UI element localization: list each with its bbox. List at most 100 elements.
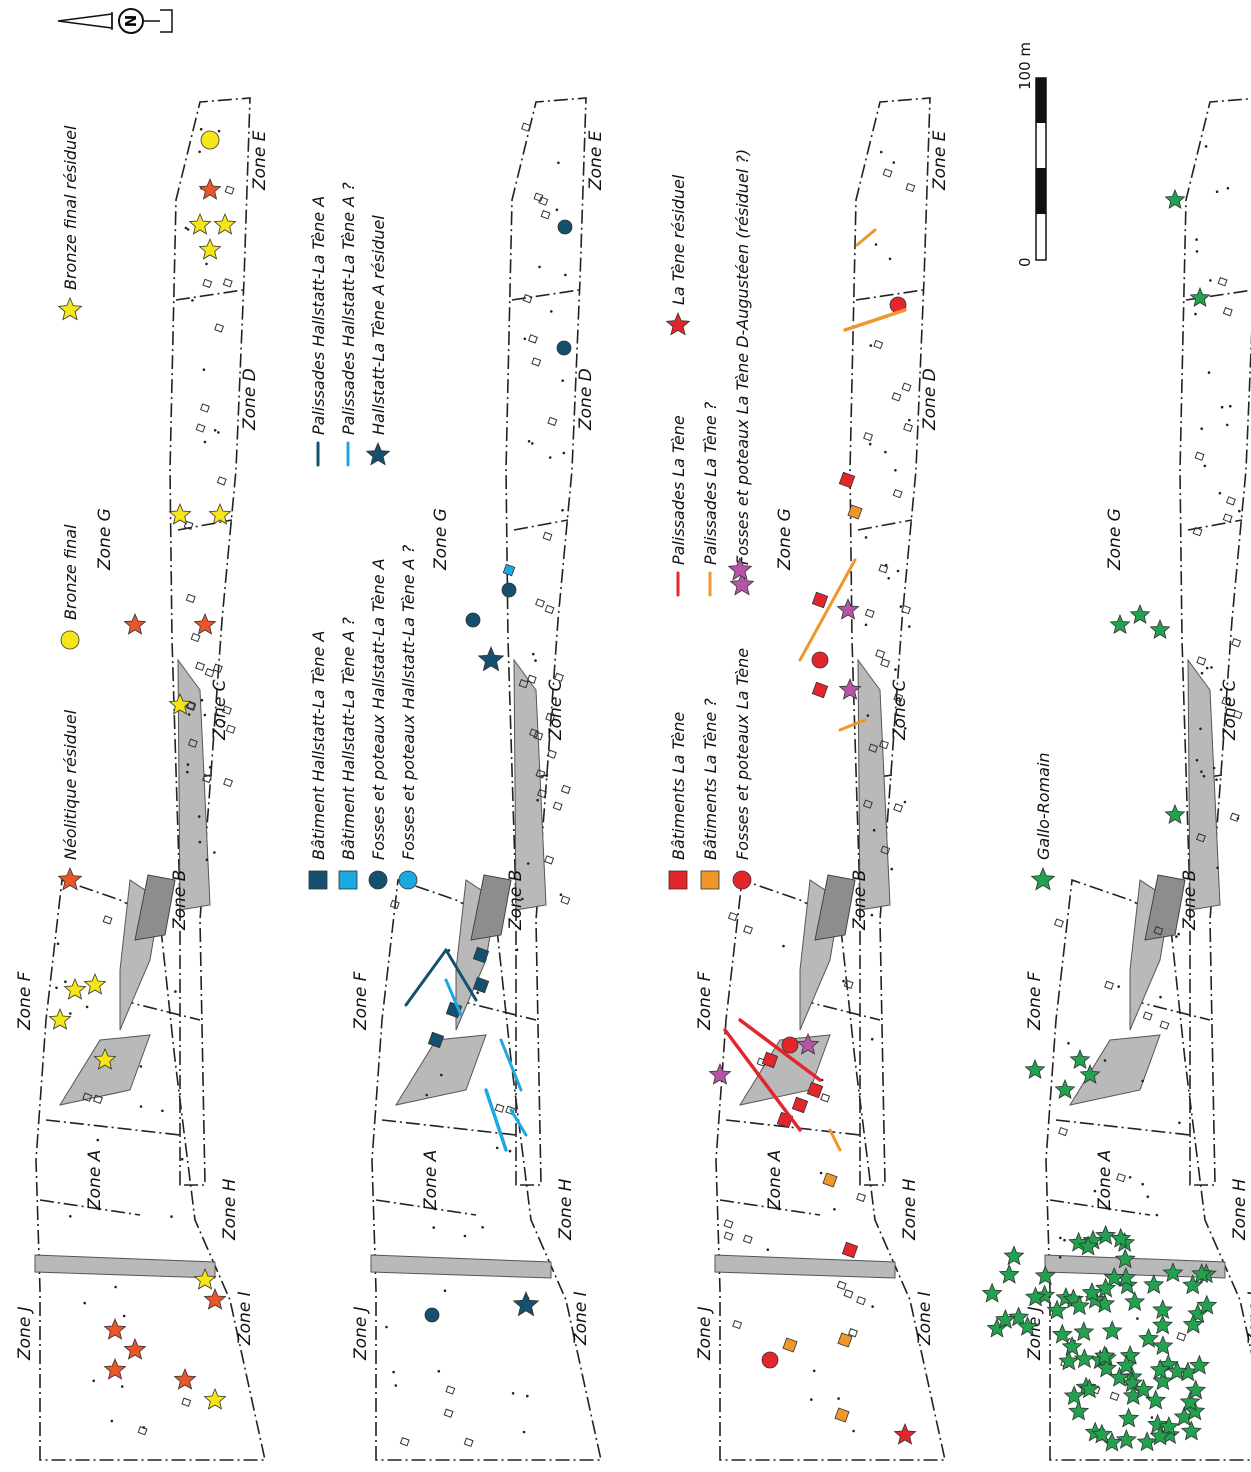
bronze-residual-star (168, 502, 192, 525)
gallo-romain-star (1114, 1248, 1136, 1269)
feature-outline (560, 895, 571, 905)
feature-outline (535, 769, 546, 779)
gallo-romain-star (1116, 1274, 1138, 1295)
feature-dot (1200, 770, 1203, 773)
gallo-romain-star (1094, 1345, 1116, 1366)
feature-outline (727, 911, 738, 922)
feature-dot (766, 1248, 770, 1251)
legend-circle-icon (398, 870, 418, 890)
feature-dot (1220, 405, 1224, 409)
legend-label: La Tène résiduel (669, 174, 688, 305)
gallo-romain-star (1069, 1048, 1091, 1069)
la-tene-d-star (727, 556, 753, 581)
gallo-romain-star (1196, 1294, 1218, 1315)
feature-dot (1225, 423, 1229, 427)
zone-divider (1187, 519, 1243, 531)
legend-star-icon (1030, 866, 1056, 891)
gallo-romain-star (1164, 803, 1186, 824)
feature-dot (548, 456, 552, 459)
feature-dot (515, 948, 519, 952)
feature-dot (812, 1369, 816, 1373)
gallo-romain-star (1133, 1378, 1154, 1399)
feature-dot (203, 440, 207, 444)
feature-dot (56, 942, 60, 945)
zone-label: Zone I (915, 1291, 935, 1346)
feature-outline (225, 724, 236, 734)
road-grey (370, 1254, 552, 1279)
zone-label: Zone C (890, 679, 910, 741)
feature-dot (110, 1419, 114, 1423)
feature-dot (1194, 312, 1197, 316)
panel-neolithic-bronze: Zone J Zone I Zone A Zone H Zone F Zone B Zone… (15, 97, 270, 1461)
feature-dot (203, 713, 207, 717)
feature-dot (425, 1093, 429, 1097)
feature-outline (535, 598, 546, 608)
feature-dot (85, 1005, 89, 1009)
la-tene-building (806, 1081, 824, 1099)
feature-outline (836, 1280, 847, 1290)
feature-outline (554, 672, 564, 682)
palisade-line (838, 718, 867, 732)
feature-dot (1236, 817, 1240, 820)
feature-dot (562, 451, 566, 455)
feature-dot (223, 721, 226, 724)
feature-outline (521, 122, 531, 132)
zone-divider (1055, 1119, 1191, 1136)
site-boundary-west (35, 878, 266, 1461)
feature-dot (142, 1426, 146, 1429)
feature-dot (481, 1226, 484, 1229)
feature-dot (476, 991, 480, 994)
feature-dot (495, 1146, 499, 1150)
zone-label: Zone B (850, 870, 870, 931)
gallo-romain-star (1152, 1299, 1174, 1320)
palisade-line (484, 1088, 508, 1152)
gallo-romain-star (1003, 1245, 1025, 1266)
zone-label: Zone C (1220, 679, 1240, 741)
feature-dot (545, 774, 549, 777)
feature-dot (83, 1301, 86, 1305)
la-tene-d-star (836, 597, 860, 620)
legend-label: Néolitique résiduel (61, 709, 80, 860)
hallstatt-pit (556, 340, 572, 356)
la-tene-building (838, 471, 856, 489)
feature-dot (532, 652, 535, 656)
feature-dot (184, 226, 188, 230)
gallo-romain-star (1138, 1327, 1160, 1348)
feature-dot (161, 1109, 164, 1113)
zone-label: Zone H (900, 1178, 920, 1241)
feature-dot (394, 1384, 398, 1387)
feature-dot (200, 698, 204, 702)
road-dark (814, 874, 856, 941)
zone-label: Zone G (1105, 508, 1125, 571)
zone-label: Zone C (546, 679, 566, 741)
zone-divider (513, 519, 569, 531)
feature-outline (545, 712, 556, 722)
feature-outline (389, 899, 400, 910)
legend: Bâtiments La Tène Bâtiments La Tène ? Foss… (665, 149, 755, 890)
gallo-romain-star (1096, 1357, 1118, 1378)
map-panels: Zone J Zone I Zone A Zone H Zone F Zone B Zone… (15, 97, 1251, 1461)
feature-outline (843, 979, 854, 989)
feature-outline (1104, 980, 1115, 990)
hallstatt-pit (424, 1307, 440, 1323)
zone-label: Zone H (1230, 1178, 1250, 1241)
zone-label: Zone E (250, 130, 270, 191)
feature-dot (199, 127, 203, 131)
road-grey (58, 1034, 151, 1106)
neolithic-star (103, 1317, 127, 1340)
zone-label: Zone B (1180, 870, 1200, 931)
gallo-romain-star (1115, 1428, 1137, 1449)
legend-label: Hallstatt-La Tène A résiduel (369, 215, 388, 435)
legend-label: Fosses et poteaux La Tène D-Augustéen (r… (733, 149, 752, 565)
feature-dot (114, 1285, 117, 1289)
la-tene-building (761, 1051, 779, 1069)
legend: Néolitique résiduel Bronze final Bronze fi… (57, 125, 83, 891)
gallo-romain-star (1025, 1286, 1046, 1307)
zone-label: Zone D (576, 368, 596, 431)
feature-dot (819, 1171, 823, 1175)
neolithic-star (193, 612, 217, 635)
feature-outline (905, 182, 916, 193)
markers (708, 228, 917, 1445)
legend-label: Bronze final résiduel (61, 125, 80, 290)
feature-outline (723, 1219, 734, 1229)
